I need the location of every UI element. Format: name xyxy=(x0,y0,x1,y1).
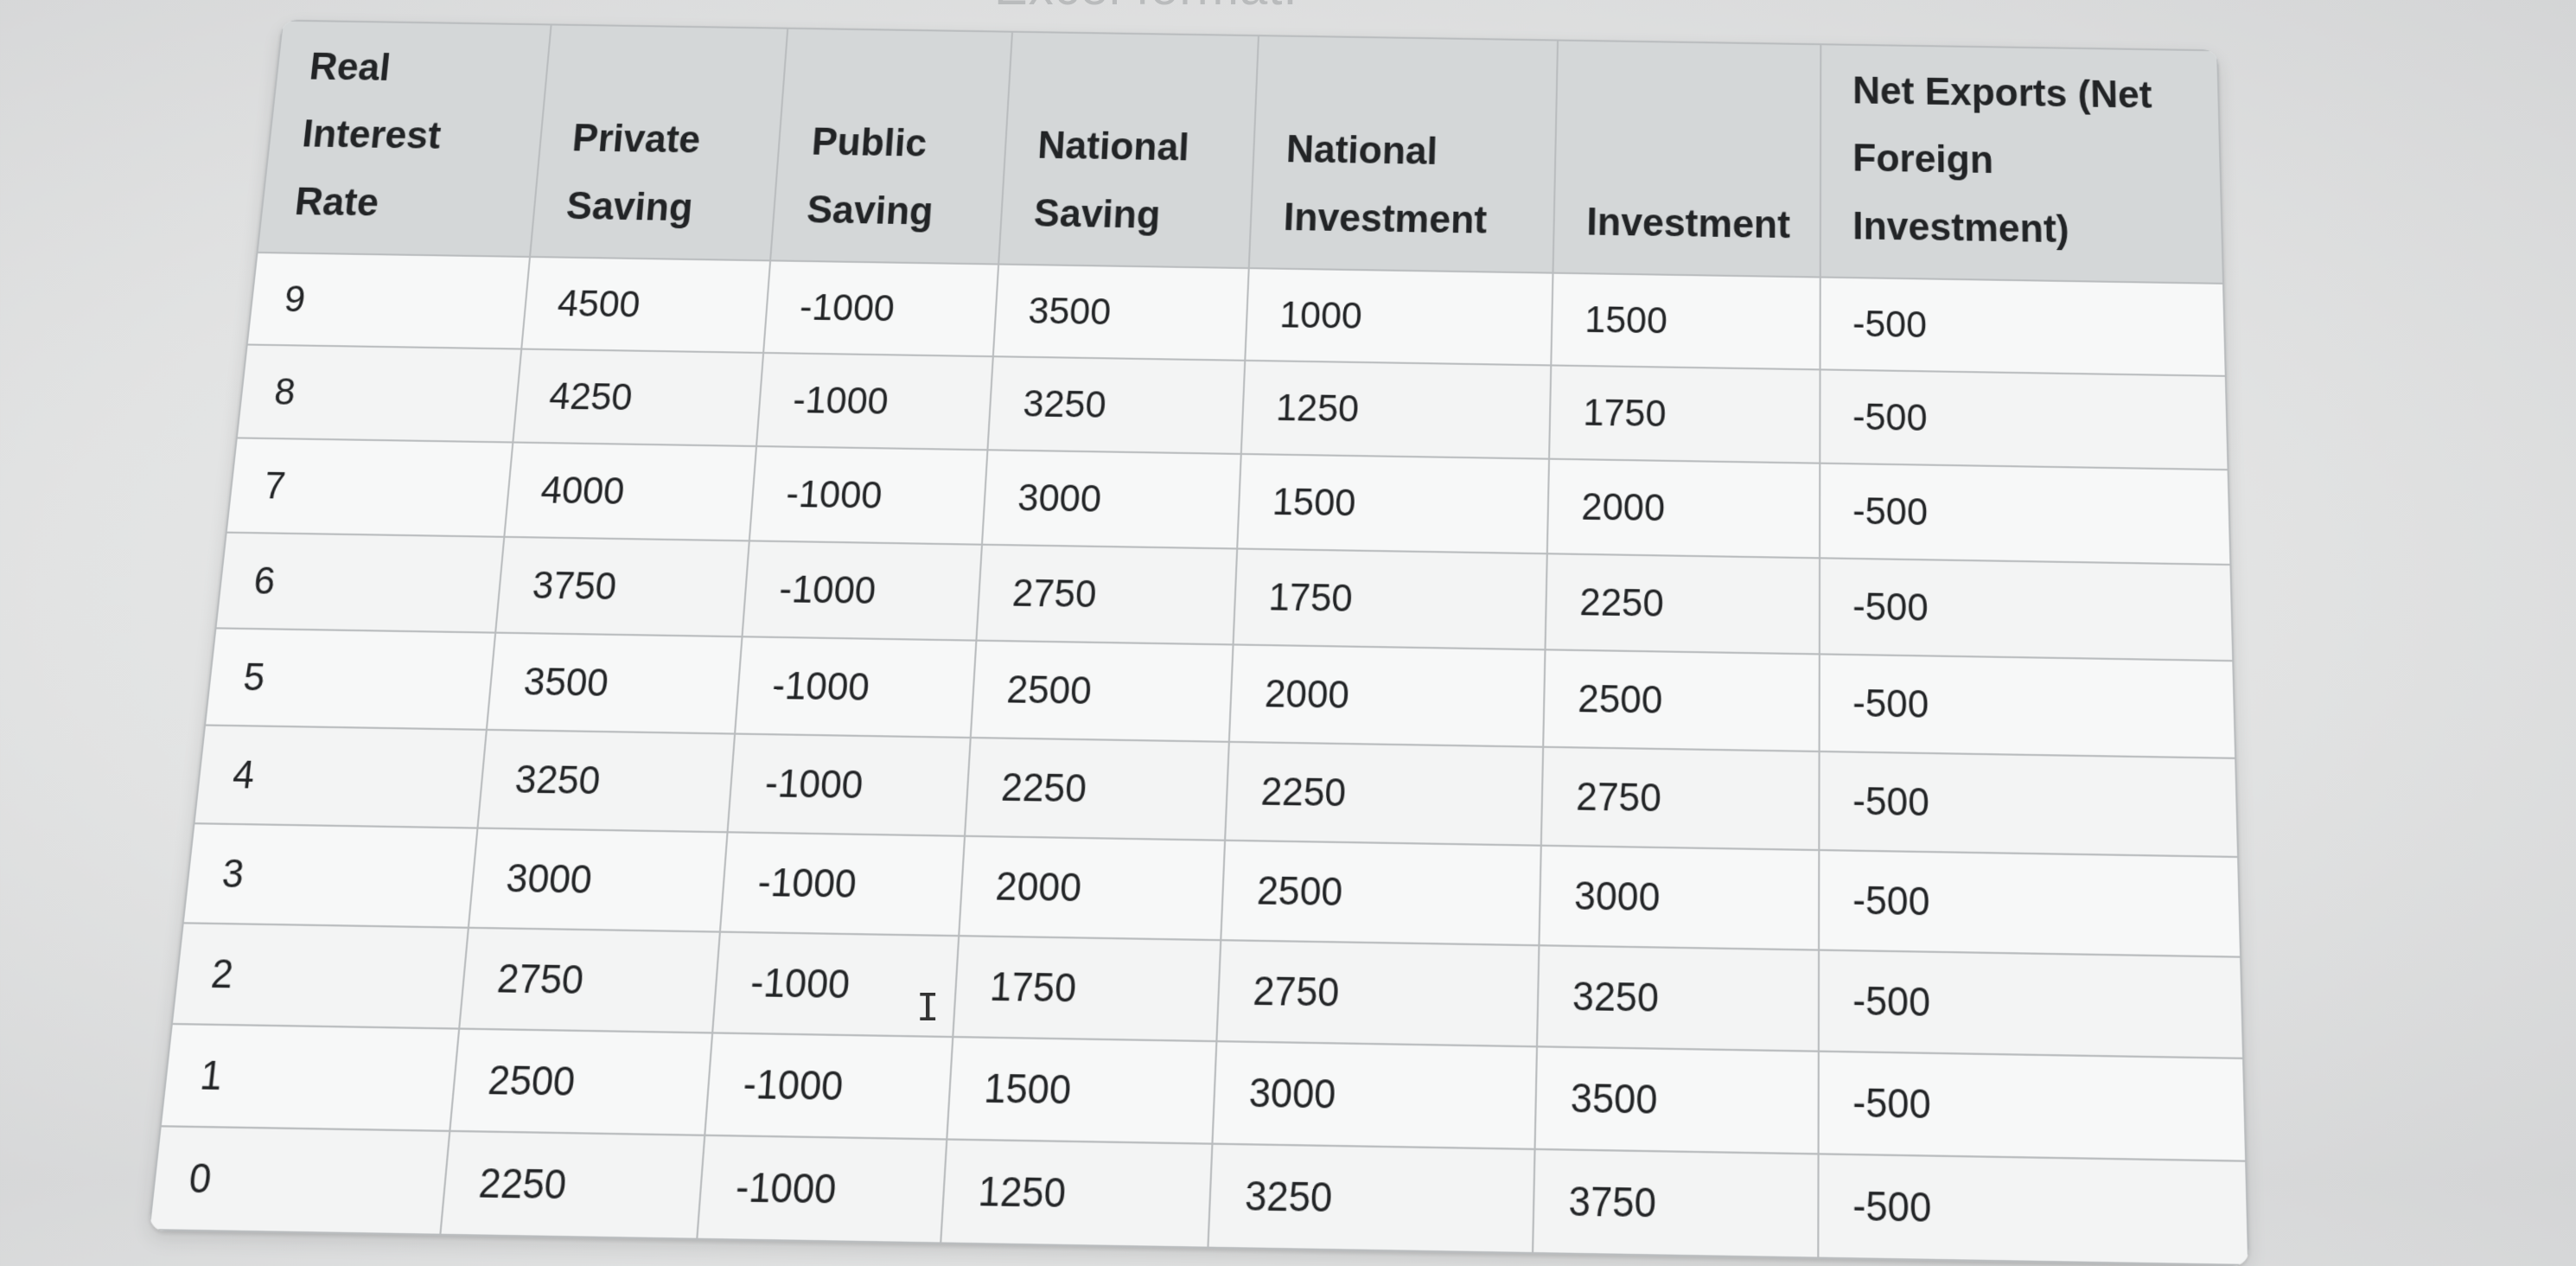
cell-investment: 2500 xyxy=(1543,649,1820,751)
header-cell-real-interest-rate: Real Interest Rate xyxy=(257,20,552,257)
cell-national-investment: 3000 xyxy=(1212,1041,1538,1149)
cell-national-saving: 2000 xyxy=(959,835,1226,941)
header-row: Real Interest Rate Private Saving Public… xyxy=(257,20,2224,284)
cell-public-saving: -1000 xyxy=(697,1135,947,1244)
cell-public-saving: -1000 xyxy=(763,260,999,357)
cell-real-interest-rate: 1 xyxy=(160,1024,459,1131)
cell-national-saving: 3250 xyxy=(987,356,1246,454)
cell-public-saving: -1000 xyxy=(756,353,993,451)
cell-national-saving: 3500 xyxy=(992,264,1249,361)
cell-net-exports: -500 xyxy=(1818,1154,2249,1266)
cell-net-exports: -500 xyxy=(1819,558,2234,662)
cell-investment: 1750 xyxy=(1549,365,1820,464)
cell-net-exports: -500 xyxy=(1819,751,2239,857)
cell-national-investment: 2000 xyxy=(1229,644,1546,747)
cell-investment: 3000 xyxy=(1539,845,1820,950)
cell-private-saving: 2500 xyxy=(449,1028,713,1135)
cell-private-saving: 3250 xyxy=(476,729,736,833)
header-cell-net-exports: Net Exports (Net Foreign Investment) xyxy=(1820,44,2224,284)
cell-net-exports: -500 xyxy=(1818,1051,2247,1161)
cell-public-saving: -1000 xyxy=(742,540,983,641)
cell-national-investment: 2750 xyxy=(1216,940,1540,1047)
cell-investment: 1500 xyxy=(1551,272,1820,370)
cell-national-investment: 2500 xyxy=(1221,840,1542,946)
cell-real-interest-rate: 2 xyxy=(171,923,469,1029)
data-table-container: Real Interest Rate Private Saving Public… xyxy=(148,19,2250,1266)
cell-private-saving: 3750 xyxy=(494,536,750,637)
header-cell-public-saving: Public Saving xyxy=(770,28,1013,265)
cell-private-saving: 2250 xyxy=(439,1130,705,1239)
cell-net-exports: -500 xyxy=(1819,654,2236,758)
economics-table: Real Interest Rate Private Saving Public… xyxy=(148,20,2249,1266)
header-cell-investment: Investment xyxy=(1553,40,1821,278)
header-cell-national-saving: National Saving xyxy=(998,31,1259,269)
cell-investment: 2250 xyxy=(1545,553,1820,655)
cell-real-interest-rate: 7 xyxy=(226,438,513,537)
cell-national-saving: 2750 xyxy=(976,544,1238,645)
cell-national-saving: 1750 xyxy=(953,936,1221,1042)
cell-net-exports: -500 xyxy=(1820,277,2226,376)
cutoff-heading-text: Excel format. xyxy=(994,0,1298,16)
cell-investment: 3500 xyxy=(1534,1046,1819,1154)
cell-private-saving: 4000 xyxy=(503,442,757,541)
header-cell-national-investment: National Investment xyxy=(1248,35,1559,273)
cell-private-saving: 4500 xyxy=(520,256,771,354)
cell-real-interest-rate: 5 xyxy=(205,628,495,730)
cell-investment: 2750 xyxy=(1541,746,1820,851)
cell-private-saving: 2750 xyxy=(458,927,721,1033)
cell-public-saving: -1000 xyxy=(749,446,988,545)
cell-national-saving: 2500 xyxy=(970,640,1234,742)
cell-private-saving: 3000 xyxy=(468,828,729,932)
header-cell-private-saving: Private Saving xyxy=(529,24,788,261)
cell-net-exports: -500 xyxy=(1819,463,2231,565)
cell-national-investment: 3250 xyxy=(1208,1143,1535,1254)
cell-real-interest-rate: 0 xyxy=(149,1126,450,1235)
cell-net-exports: -500 xyxy=(1820,369,2228,470)
text-cursor-icon: I xyxy=(916,986,940,1030)
cell-net-exports: -500 xyxy=(1818,950,2244,1058)
cell-public-saving: -1000 xyxy=(728,733,971,836)
cell-national-investment: 1500 xyxy=(1237,453,1550,554)
cell-national-saving: 2250 xyxy=(965,737,1230,841)
cell-public-saving: -1000 xyxy=(705,1033,953,1140)
cell-investment: 3250 xyxy=(1537,945,1819,1052)
cell-investment: 2000 xyxy=(1547,458,1820,559)
cell-national-investment: 1250 xyxy=(1240,360,1552,459)
table-body: 9 4500 -1000 3500 1000 1500 -500 8 4250 -1000 3250… xyxy=(149,252,2249,1266)
cell-public-saving: -1000 xyxy=(720,832,966,937)
cell-national-investment: 1000 xyxy=(1245,268,1553,366)
cell-real-interest-rate: 8 xyxy=(236,344,521,443)
cell-national-saving: 3000 xyxy=(982,450,1241,549)
cell-real-interest-rate: 4 xyxy=(194,725,487,828)
table-header: Real Interest Rate Private Saving Public… xyxy=(257,20,2224,284)
cell-national-investment: 2250 xyxy=(1225,741,1544,846)
cell-investment: 3750 xyxy=(1533,1148,1819,1258)
cell-net-exports: -500 xyxy=(1818,850,2241,957)
cell-national-saving: 1250 xyxy=(940,1139,1213,1248)
cell-national-saving: 1500 xyxy=(947,1037,1217,1144)
cell-public-saving: -1000 xyxy=(735,636,977,738)
cell-private-saving: 3500 xyxy=(486,632,743,734)
cell-private-saving: 4250 xyxy=(512,348,764,447)
cell-real-interest-rate: 6 xyxy=(215,532,504,633)
cell-real-interest-rate: 9 xyxy=(246,252,530,349)
cell-real-interest-rate: 3 xyxy=(182,823,477,928)
photo-stage: Excel format. Real Interest Rate Private… xyxy=(148,0,2250,1266)
cell-national-investment: 1750 xyxy=(1233,548,1548,650)
